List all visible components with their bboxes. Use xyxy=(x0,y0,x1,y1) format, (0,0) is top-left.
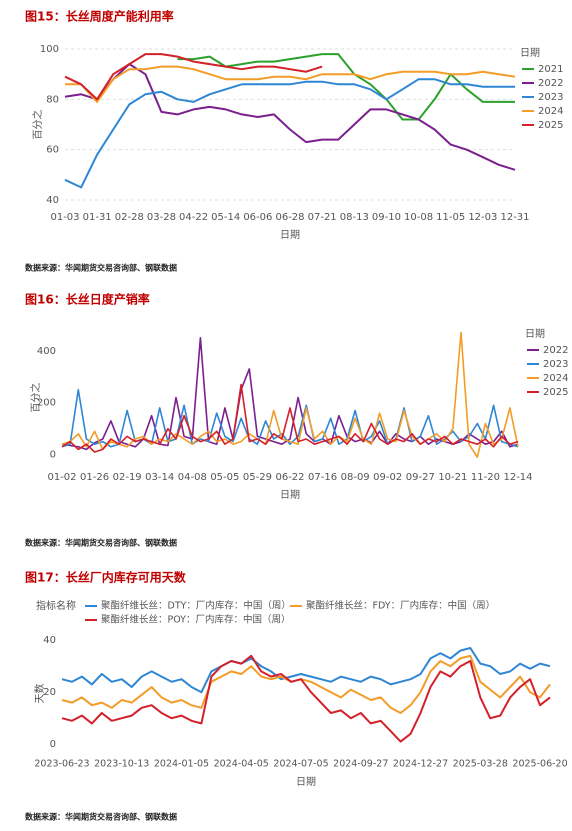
x-tick-label: 2023-10-13 xyxy=(94,759,149,770)
legend-title: 日期 xyxy=(520,47,540,59)
x-tick-label: 12-03 xyxy=(468,212,497,223)
legend-label: 2025 xyxy=(543,387,568,398)
y-tick-label: 80 xyxy=(46,94,59,105)
x-tick-label: 11-05 xyxy=(436,212,465,223)
line-series xyxy=(61,654,551,714)
source-note: 数据来源：华闻期货交易咨询部、钢联数据 xyxy=(25,538,177,548)
legend-title: 指标名称 xyxy=(36,599,76,612)
x-tick-label: 05-14 xyxy=(211,212,240,223)
x-tick-label: 02-28 xyxy=(115,212,144,223)
y-axis-title: 天数 xyxy=(33,684,46,704)
chart-title: 图16：长丝日度产销率 xyxy=(25,292,150,307)
legend-label: 2024 xyxy=(538,106,563,117)
y-tick-label: 0 xyxy=(50,450,56,461)
line-series xyxy=(61,647,551,694)
y-tick-label: 400 xyxy=(37,346,56,357)
x-tick-label: 08-09 xyxy=(341,472,370,483)
x-tick-label: 08-13 xyxy=(340,212,369,223)
y-tick-label: 20 xyxy=(43,687,56,698)
legend-label: 2023 xyxy=(538,92,563,103)
line-series xyxy=(64,53,323,101)
line-series xyxy=(61,654,551,743)
x-tick-label: 09-02 xyxy=(373,472,402,483)
y-tick-label: 200 xyxy=(37,398,56,409)
y-axis-title: 百分之 xyxy=(29,383,42,413)
y-tick-label: 100 xyxy=(40,44,59,55)
x-tick-label: 11-20 xyxy=(471,472,500,483)
x-tick-label: 07-21 xyxy=(308,212,337,223)
x-tick-label: 2025-03-28 xyxy=(453,759,508,770)
line-series xyxy=(64,63,516,171)
x-tick-label: 09-27 xyxy=(406,472,435,483)
x-tick-label: 03-28 xyxy=(147,212,176,223)
line-series xyxy=(177,53,515,121)
x-tick-label: 12-14 xyxy=(503,472,532,483)
x-tick-label: 01-26 xyxy=(80,472,109,483)
legend-label: 2022 xyxy=(543,345,568,356)
legend-label: 2023 xyxy=(543,359,568,370)
x-tick-label: 05-05 xyxy=(210,472,239,483)
legend-title: 日期 xyxy=(525,328,545,340)
x-axis-title: 日期 xyxy=(280,489,300,501)
x-tick-label: 02-19 xyxy=(113,472,142,483)
x-tick-label: 2024-01-05 xyxy=(154,759,209,770)
x-axis-title: 日期 xyxy=(296,776,316,788)
line-series xyxy=(64,78,515,189)
x-tick-label: 09-10 xyxy=(372,212,401,223)
x-tick-label: 2023-06-23 xyxy=(34,759,89,770)
chart-title: 图17：长丝厂内库存可用天数 xyxy=(25,570,187,585)
line-series xyxy=(61,383,519,453)
y-tick-label: 0 xyxy=(50,739,56,750)
x-tick-label: 2025-06-20 xyxy=(512,759,567,770)
x-tick-label: 03-14 xyxy=(145,472,174,483)
x-tick-label: 10-08 xyxy=(404,212,433,223)
y-tick-label: 60 xyxy=(46,145,59,156)
x-tick-label: 12-31 xyxy=(500,212,529,223)
x-axis-title: 日期 xyxy=(280,229,300,241)
x-tick-label: 04-08 xyxy=(178,472,207,483)
x-tick-label: 06-06 xyxy=(243,212,272,223)
legend-label: 2022 xyxy=(538,78,563,89)
legend-label: 聚酯纤维长丝：DTY：厂内库存：中国（周） xyxy=(101,600,291,612)
x-tick-label: 01-02 xyxy=(47,472,76,483)
y-tick-label: 40 xyxy=(46,195,59,206)
x-tick-label: 06-28 xyxy=(275,212,304,223)
x-tick-label: 04-22 xyxy=(179,212,208,223)
x-tick-label: 2024-04-05 xyxy=(214,759,269,770)
x-tick-label: 06-22 xyxy=(275,472,304,483)
y-tick-label: 40 xyxy=(43,635,56,646)
x-tick-label: 01-31 xyxy=(83,212,112,223)
legend-label: 聚酯纤维长丝：FDY：厂内库存：中国（周） xyxy=(306,600,495,612)
x-tick-label: 05-29 xyxy=(243,472,272,483)
source-note: 数据来源：华闻期货交易咨询部、钢联数据 xyxy=(25,263,177,273)
x-tick-label: 2024-12-27 xyxy=(393,759,448,770)
legend-label: 2024 xyxy=(543,373,568,384)
legend-label: 2021 xyxy=(538,64,563,75)
legend-label: 聚酯纤维长丝：POY：厂内库存：中国（周） xyxy=(101,614,291,626)
source-note: 数据来源：华闻期货交易咨询部、钢联数据 xyxy=(25,812,177,822)
y-axis-title: 百分之 xyxy=(31,110,44,140)
legend-label: 2025 xyxy=(538,120,563,131)
line-series xyxy=(65,65,516,103)
x-tick-label: 2024-09-27 xyxy=(333,759,388,770)
x-tick-label: 2024-07-05 xyxy=(273,759,328,770)
x-tick-label: 01-03 xyxy=(50,212,79,223)
chart-title: 图15：长丝周度产能利用率 xyxy=(25,9,174,24)
x-tick-label: 07-16 xyxy=(308,472,337,483)
x-tick-label: 10-21 xyxy=(438,472,467,483)
